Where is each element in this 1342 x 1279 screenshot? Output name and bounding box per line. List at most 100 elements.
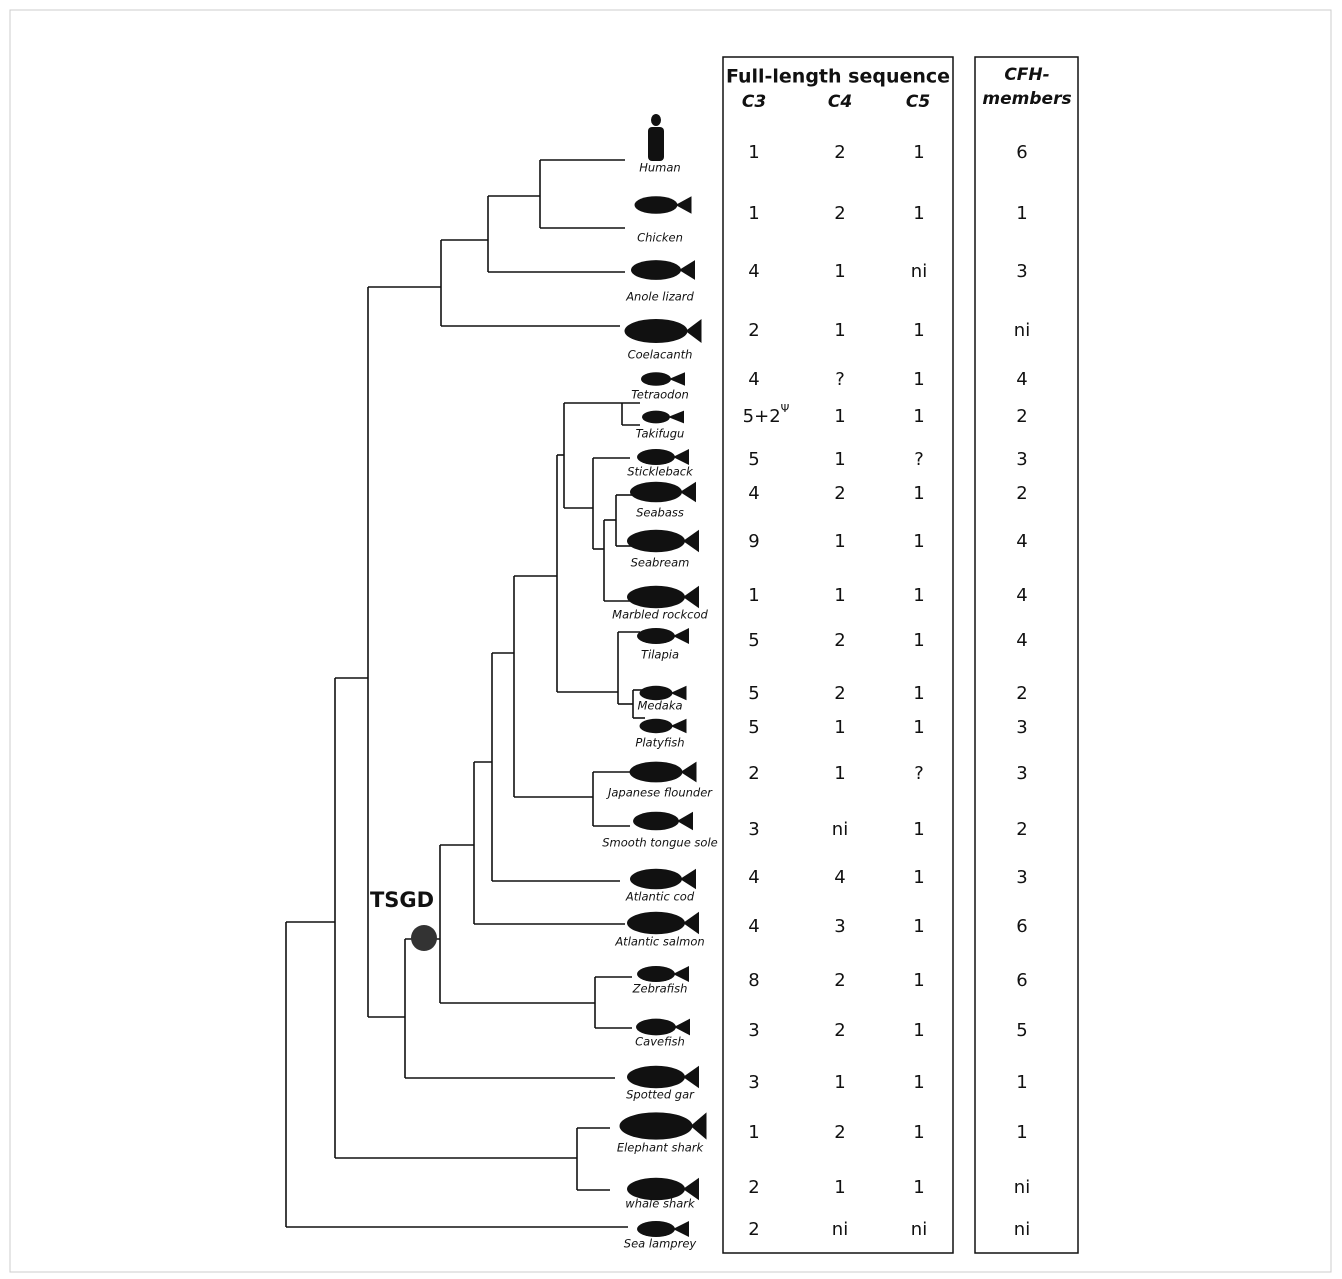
- species-name: Human: [639, 161, 680, 175]
- cell-value: 4: [1016, 531, 1027, 552]
- cfh-header: members: [982, 89, 1071, 109]
- silhouette: [648, 127, 664, 161]
- cell-value: 1: [748, 203, 759, 224]
- cell-value: 1: [913, 819, 924, 840]
- cell-value: 4: [748, 369, 759, 390]
- cell-value: 1: [913, 1122, 924, 1143]
- cell-value: 1: [834, 585, 845, 606]
- cell-value: ?: [835, 369, 845, 390]
- cell-value: 1: [748, 585, 759, 606]
- species-name: Elephant shark: [617, 1141, 705, 1155]
- cell-value: 2: [748, 1177, 759, 1198]
- cell-value: 6: [1016, 142, 1027, 163]
- silhouette: [640, 719, 673, 733]
- silhouette: [686, 319, 702, 343]
- species-name: Zebrafish: [632, 982, 688, 996]
- silhouette: [636, 1019, 676, 1036]
- cell-value: 5+2Ψ: [743, 402, 790, 427]
- cell-value: 1: [913, 585, 924, 606]
- silhouette: [637, 966, 675, 982]
- silhouette: [630, 482, 682, 502]
- cell-value: 1: [834, 261, 845, 282]
- cell-value: 2: [748, 763, 759, 784]
- cell-value: 2: [1016, 406, 1027, 427]
- species-name: Anole lizard: [625, 290, 694, 304]
- species-name: Stickleback: [627, 465, 694, 479]
- silhouette: [673, 1221, 689, 1237]
- cell-value: 1: [913, 203, 924, 224]
- cell-value: 4: [1016, 585, 1027, 606]
- silhouette: [627, 1066, 685, 1088]
- cell-value: 1: [834, 449, 845, 470]
- silhouette: [680, 869, 696, 889]
- silhouette: [627, 530, 685, 552]
- silhouette: [671, 719, 687, 733]
- cfh-header: CFH-: [1004, 65, 1049, 85]
- cell-value: 1: [913, 320, 924, 341]
- cell-value: 1: [913, 531, 924, 552]
- cell-value: 1: [913, 867, 924, 888]
- cell-base: 5+2: [743, 406, 781, 427]
- silhouette: [691, 1112, 707, 1139]
- silhouette: [627, 912, 685, 934]
- page: {"tree": {"duplication_label": "TSGD"}, …: [0, 0, 1342, 1275]
- cell-value: ni: [832, 1219, 848, 1240]
- species-name: Smooth tongue sole: [602, 836, 717, 850]
- cell-value: 2: [1016, 819, 1027, 840]
- duplication-node: [411, 925, 437, 951]
- species-name: Seabream: [631, 556, 690, 570]
- cell-value: 4: [748, 261, 759, 282]
- cell-value: 2: [834, 483, 845, 504]
- cell-value: 3: [1016, 867, 1027, 888]
- cell-value: 1: [1016, 203, 1027, 224]
- species-name: Seabass: [636, 506, 684, 520]
- species-name: Tetraodon: [631, 388, 689, 402]
- cell-value: 4: [834, 867, 845, 888]
- cell-value: 3: [834, 916, 845, 937]
- cell-value: 1: [748, 1122, 759, 1143]
- cell-value: 1: [1016, 1122, 1027, 1143]
- cell-value: 2: [748, 1219, 759, 1240]
- silhouette: [683, 586, 699, 608]
- cell-value: 9: [748, 531, 759, 552]
- species-name: Japanese flounder: [606, 786, 713, 800]
- silhouette: [651, 114, 661, 126]
- cell-value: 2: [1016, 683, 1027, 704]
- column-header: C5: [906, 92, 930, 112]
- cell-value: 2: [834, 630, 845, 651]
- duplication-label: TSGD: [370, 888, 434, 912]
- cell-value: 1: [834, 531, 845, 552]
- cell-value: 2: [834, 142, 845, 163]
- cell-value: ni: [1014, 1177, 1030, 1198]
- silhouette: [630, 869, 682, 889]
- cell-value: 4: [748, 483, 759, 504]
- figure: Full-length sequence C3 C4 C5 CFH- membe…: [0, 0, 1342, 1275]
- cell-value: 1: [913, 369, 924, 390]
- column-header: C3: [742, 92, 766, 112]
- silhouette: [637, 449, 675, 465]
- silhouette: [642, 411, 670, 424]
- cell-value: 1: [1016, 1072, 1027, 1093]
- cell-value: 5: [748, 683, 759, 704]
- cell-value: 1: [834, 717, 845, 738]
- species-name: Takifugu: [636, 427, 685, 441]
- species-name: Chicken: [637, 231, 683, 245]
- silhouette: [676, 196, 692, 214]
- cell-value: 6: [1016, 916, 1027, 937]
- cell-value: 1: [913, 970, 924, 991]
- cell-value: 5: [1016, 1020, 1027, 1041]
- cell-value: ni: [911, 1219, 927, 1240]
- cell-value: 3: [1016, 449, 1027, 470]
- cell-value: 2: [834, 1020, 845, 1041]
- cell-value: 5: [748, 717, 759, 738]
- silhouette: [637, 1221, 675, 1237]
- species-name: Medaka: [637, 699, 682, 713]
- cell-value: ni: [911, 261, 927, 282]
- tree: [286, 160, 645, 1227]
- cell-value: 1: [913, 483, 924, 504]
- cell-value: 4: [748, 867, 759, 888]
- cell-value: 1: [748, 142, 759, 163]
- cell-value: 1: [913, 1177, 924, 1198]
- silhouette: [630, 762, 683, 783]
- cell-value: 2: [834, 683, 845, 704]
